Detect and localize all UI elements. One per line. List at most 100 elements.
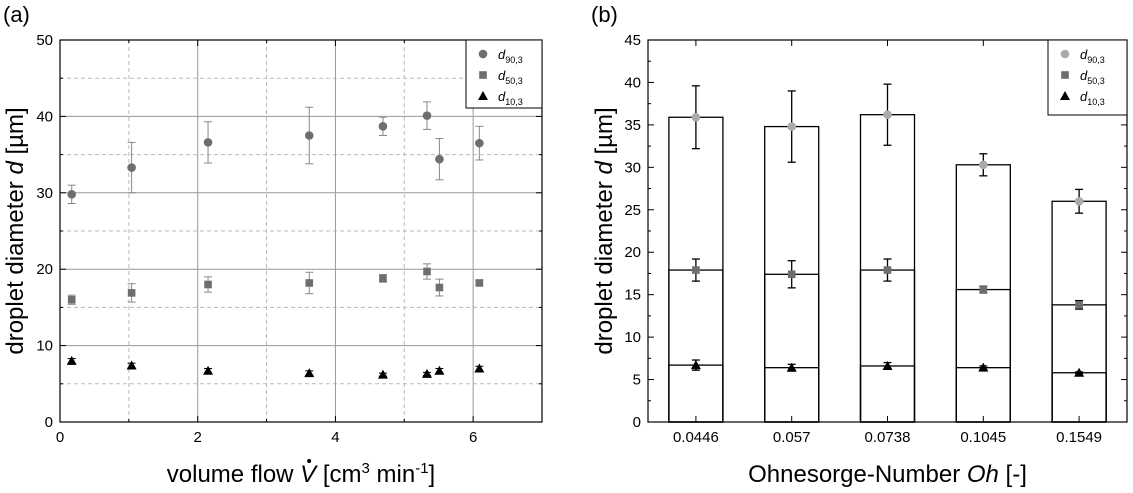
legend-label-main: d [498, 47, 506, 62]
y-tick-label: 50 [36, 32, 53, 49]
x-axis-title-unit: [cm [316, 461, 361, 488]
x-axis-title-overdot [307, 459, 312, 463]
bar-d50,3 [859, 269, 916, 423]
x-category-label: 0.1549 [1056, 429, 1102, 446]
data-point-d50,3 [305, 279, 314, 287]
bar-d50,3 [764, 273, 820, 423]
legend-label-main: d [1080, 47, 1088, 62]
data-point-d50,3 [979, 285, 988, 294]
legend-marker-d50,3 [479, 71, 487, 79]
x-axis-title-unit: [-] [999, 461, 1027, 488]
x-tick-label: 6 [469, 429, 477, 446]
data-point-d10,3 [434, 365, 445, 375]
x-axis-title-text: Ohnesorge-Number [748, 461, 967, 488]
data-point-d90,3 [691, 112, 701, 122]
data-point-d10,3 [422, 368, 433, 378]
bar-d10,3 [859, 365, 916, 423]
y-axis-title-unit: [µm] [2, 107, 29, 161]
y-tick-label: 0 [633, 414, 641, 431]
legend-marker-d10,3 [478, 91, 488, 100]
data-point-d90,3 [1074, 196, 1084, 206]
data-point-d10,3 [1074, 367, 1085, 377]
y-axis-title-text: droplet diameter [591, 175, 618, 355]
data-point-d90,3 [67, 190, 77, 199]
panel-label-b: (b) [591, 2, 618, 27]
legend-label-d10,3: d10,3 [498, 89, 523, 107]
data-point-d50,3 [787, 270, 796, 279]
x-axis-title: Ohnesorge-Number Oh [-] [748, 461, 1027, 488]
data-point-d10,3 [126, 360, 137, 370]
legend-box [465, 39, 543, 109]
legend-label-main: d [498, 68, 506, 83]
data-point-d50,3 [1075, 301, 1083, 309]
legend-label-d50,3: d50,3 [1080, 68, 1105, 86]
legend-label-d90,3: d90,3 [498, 47, 523, 65]
y-tick-label: 10 [36, 338, 53, 355]
bar-d10,3 [668, 364, 724, 423]
x-axis-title-sup: 3 [362, 460, 370, 477]
y-axis-title-var: d [591, 161, 618, 175]
x-tick-label: 4 [331, 429, 339, 446]
legend-label-sub: 10,3 [505, 97, 523, 107]
y-tick-label: 5 [633, 372, 641, 389]
y-axis-title-var: d [2, 161, 29, 175]
y-tick-label: 45 [624, 32, 641, 49]
panel-a-scatter-chart: (a) 0 2 4 6 0 10 20 30 40 50 volume flow V [cm3 min… [2, 2, 543, 488]
x-tick-label: 0 [56, 429, 64, 446]
y-axis-title-unit: [µm] [591, 107, 618, 161]
legend-label-main: d [1080, 68, 1088, 83]
data-point-d50,3 [692, 266, 700, 274]
data-point-d90,3 [203, 138, 213, 147]
data-point-d90,3 [304, 131, 314, 140]
y-tick-label: 25 [624, 202, 641, 219]
legend-label-sub: 90,3 [1087, 55, 1105, 65]
bar-d10,3 [764, 367, 820, 423]
legend-label-sub: 50,3 [1087, 76, 1105, 86]
legend-marker-d50,3 [1061, 71, 1069, 79]
data-point-d90,3 [883, 110, 892, 120]
bar-d50,3 [1051, 304, 1107, 423]
data-point-d10,3 [882, 360, 893, 370]
y-tick-label: 20 [624, 244, 641, 261]
bar-d90,3 [1051, 200, 1107, 423]
bar-d50,3 [668, 269, 724, 423]
x-axis-title-sup: -1 [415, 460, 428, 477]
y-axis-title-text: droplet diameter [2, 175, 29, 355]
panel-b-bar-chart: (b) 0 5 10 15 20 25 30 35 40 45 0.0446 0.057 0.0738 0.… [591, 2, 1128, 488]
legend-label-main: d [1080, 89, 1088, 104]
data-point-d90,3 [127, 163, 136, 172]
x-tick-label: 2 [194, 429, 202, 446]
x-axis-title-unit: min [370, 461, 415, 488]
data-point-d90,3 [378, 122, 388, 131]
x-axis-title-var: V [300, 461, 318, 488]
y-tick-label: 10 [624, 329, 641, 346]
legend-label-d50,3: d50,3 [498, 68, 523, 86]
data-point-d50,3 [883, 266, 892, 274]
data-point-d90,3 [422, 111, 432, 120]
legend-label-sub: 10,3 [1087, 97, 1105, 107]
y-tick-label: 0 [45, 414, 53, 431]
data-point-d50,3 [475, 279, 484, 287]
bar-d50,3 [955, 288, 1011, 423]
data-point-d10,3 [786, 362, 797, 372]
bar-d10,3 [955, 367, 1011, 423]
data-point-d50,3 [127, 289, 136, 297]
panel-label-a: (a) [3, 2, 30, 27]
legend-label-d10,3: d10,3 [1080, 89, 1105, 107]
y-axis-title: droplet diameter d [µm] [591, 107, 618, 354]
x-axis-title-text: volume flow [167, 461, 300, 488]
legend-label-sub: 50,3 [505, 76, 523, 86]
y-tick-label: 30 [36, 185, 53, 202]
x-category-label: 0.0738 [865, 429, 911, 446]
data-point-d90,3 [475, 138, 484, 148]
data-point-d10,3 [690, 360, 701, 370]
data-point-d50,3 [423, 267, 431, 276]
data-point-d10,3 [304, 368, 315, 378]
data-point-d10,3 [978, 362, 989, 372]
data-point-d50,3 [435, 283, 444, 292]
legend-marker-d90,3 [1060, 49, 1070, 59]
legend-marker-d10,3 [1060, 91, 1070, 100]
x-category-label: 0.057 [773, 429, 811, 446]
data-point-d50,3 [67, 295, 76, 304]
